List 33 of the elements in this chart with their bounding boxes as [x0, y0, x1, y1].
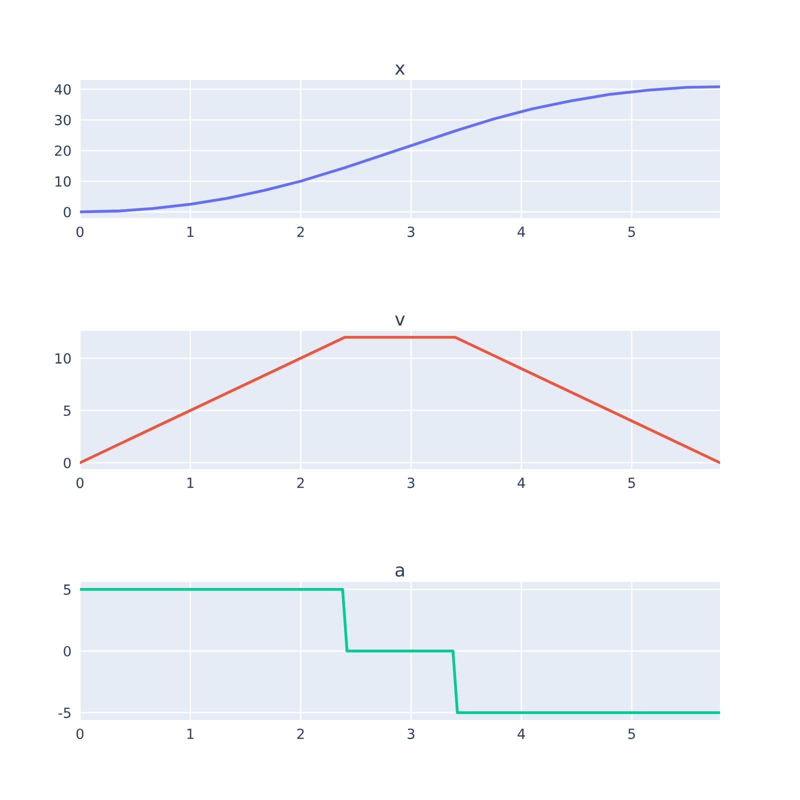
y-tick-label: 40: [54, 84, 71, 95]
y-tick-label: 0: [64, 206, 71, 218]
y-tick-label: 10: [56, 176, 71, 187]
x-tick-label: 1: [187, 226, 194, 237]
chart-title: x: [395, 64, 405, 74]
y-tick-label: 0: [64, 458, 71, 468]
x-tick-label: 2: [297, 728, 304, 739]
x-tick-label: 4: [518, 478, 526, 488]
x-tick-label: 5: [628, 478, 635, 488]
x-tick-label: 2: [297, 226, 304, 237]
x-tick-label: 3: [408, 478, 414, 488]
x-tick-label: 1: [187, 728, 194, 739]
y-tick-label: -5: [58, 708, 70, 718]
x-tick-label: 3: [408, 226, 414, 238]
line-series: [80, 85, 720, 214]
x-tick-label: 5: [628, 226, 635, 238]
x-tick-label: 5: [628, 728, 635, 740]
y-tick-label: 30: [55, 114, 71, 126]
y-tick-label: 5: [64, 584, 70, 595]
y-tick-label: 0: [64, 646, 71, 656]
y-tick-label: 5: [64, 406, 70, 416]
x-tick-label: 1: [187, 478, 194, 488]
x-tick-label: 3: [408, 728, 414, 740]
x-tick-label: 4: [518, 728, 526, 739]
x-tick-label: 4: [518, 226, 526, 237]
y-tick-label: 20: [55, 146, 71, 156]
y-tick-label: 10: [56, 353, 71, 364]
x-tick-label: 2: [297, 478, 304, 488]
x-tick-label: 0: [76, 226, 84, 238]
x-tick-label: 0: [76, 478, 84, 488]
chart-title: a: [396, 566, 404, 577]
x-tick-label: 0: [76, 728, 84, 740]
chart-title: v: [395, 316, 405, 326]
